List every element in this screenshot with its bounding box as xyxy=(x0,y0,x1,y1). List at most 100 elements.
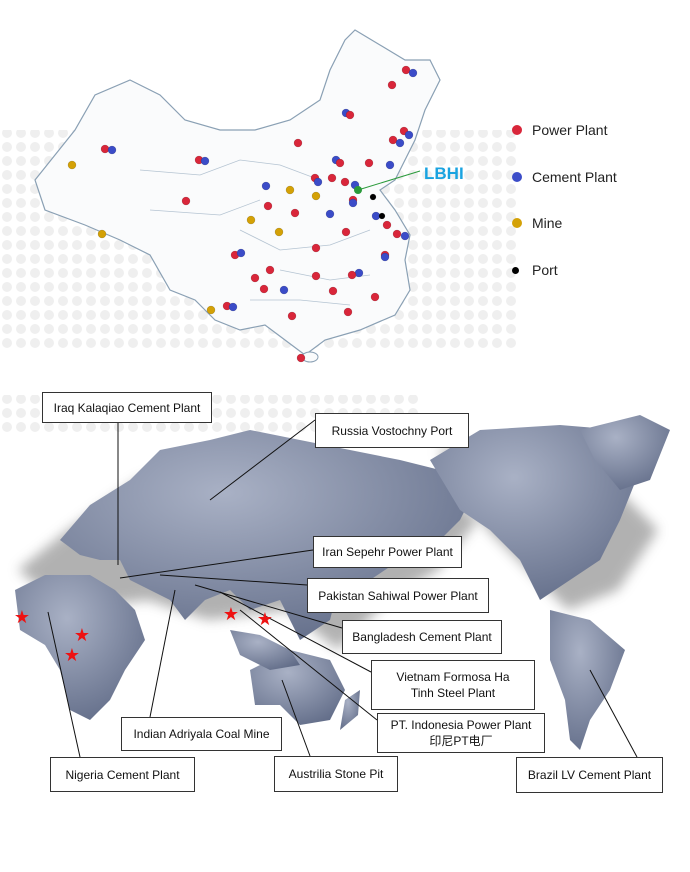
power-plant-marker xyxy=(250,273,260,283)
cement-plant-marker xyxy=(385,160,395,170)
power-plant-marker xyxy=(311,271,321,281)
mine-marker xyxy=(206,305,216,315)
power-plant-marker xyxy=(392,229,402,239)
power-plant-marker xyxy=(341,227,351,237)
cement-plant-marker xyxy=(404,130,414,140)
greenland xyxy=(580,415,670,490)
project-label: Indian Adriyala Coal Mine xyxy=(133,727,270,741)
cement-plant-marker xyxy=(325,209,335,219)
leader-line xyxy=(119,549,314,579)
legend-marker-icon xyxy=(512,172,522,182)
power-plant-marker xyxy=(387,80,397,90)
project-markers: ★★★★ ★ xyxy=(14,604,273,665)
project-label: Russia Vostochny Port xyxy=(331,423,453,438)
power-plant-marker xyxy=(290,208,300,218)
power-plant-marker xyxy=(364,158,374,168)
project-label: Pakistan Sahiwal Power Plant xyxy=(318,588,478,603)
project-sublabel: 印尼PT电厂 xyxy=(429,734,493,748)
leader-line xyxy=(194,584,343,629)
legend-item: Port xyxy=(512,262,558,278)
cement-plant-marker xyxy=(408,68,418,78)
legend-label: Cement Plant xyxy=(532,169,617,185)
cement-plant-marker xyxy=(107,145,117,155)
legend-item: Cement Plant xyxy=(512,169,617,185)
power-plant-marker xyxy=(287,311,297,321)
power-plant-marker xyxy=(401,65,411,75)
mine-marker xyxy=(246,215,256,225)
power-plant-marker xyxy=(327,173,337,183)
power-plant-marker xyxy=(370,292,380,302)
power-plant-marker xyxy=(181,196,191,206)
legend-marker-icon xyxy=(512,125,522,135)
cement-plant-marker xyxy=(228,302,238,312)
leader-line xyxy=(209,419,316,501)
lbhi-marker xyxy=(354,186,362,194)
port-marker xyxy=(369,193,377,201)
leader-line xyxy=(47,611,81,758)
red-star-icon: ★ xyxy=(14,607,30,627)
south-america xyxy=(550,610,625,750)
eurasia xyxy=(60,430,470,640)
cement-plant-marker xyxy=(354,268,364,278)
cement-plant-marker xyxy=(261,181,271,191)
project-label: Nigeria Cement Plant xyxy=(65,767,180,782)
project-label-box: Vietnam Formosa Ha Tinh Steel Plant xyxy=(371,660,535,710)
project-label: Iraq Kalaqiao Cement Plant xyxy=(53,400,201,415)
cement-plant-marker xyxy=(400,231,410,241)
power-plant-marker xyxy=(347,270,357,280)
leader-line xyxy=(239,609,378,721)
legend-item: Power Plant xyxy=(512,122,607,138)
legend-marker-icon xyxy=(512,218,522,228)
power-plant-marker xyxy=(382,220,392,230)
cement-plant-marker xyxy=(200,156,210,166)
cement-plant-marker xyxy=(380,252,390,262)
leader-line xyxy=(219,591,372,673)
se-asia-islands xyxy=(230,630,300,670)
power-plant-marker xyxy=(311,243,321,253)
africa xyxy=(15,575,145,720)
legend-item: Mine xyxy=(512,215,562,231)
power-plant-marker xyxy=(328,286,338,296)
power-plant-marker xyxy=(100,144,110,154)
leader-line xyxy=(149,589,176,718)
mine-marker xyxy=(311,191,321,201)
project-label-box: PT. Indonesia Power Plant 印尼PT电厂 xyxy=(377,713,545,753)
legend-marker-icon xyxy=(512,266,519,274)
project-label-box: Pakistan Sahiwal Power Plant xyxy=(307,578,489,613)
power-plant-marker xyxy=(345,110,355,120)
lbhi-label: LBHI xyxy=(424,164,464,183)
legend-label: Port xyxy=(532,262,558,278)
mine-marker xyxy=(67,160,77,170)
new-zealand xyxy=(340,690,360,730)
china-markers xyxy=(67,65,418,363)
cement-plant-marker xyxy=(395,138,405,148)
china-map xyxy=(34,29,441,356)
power-plant-marker xyxy=(259,284,269,294)
cement-plant-marker xyxy=(279,285,289,295)
project-label: Brazil LV Cement Plant xyxy=(527,768,652,782)
project-label-box: Nigeria Cement Plant xyxy=(50,757,195,792)
power-plant-marker xyxy=(293,138,303,148)
legend-label: Mine xyxy=(532,215,563,231)
mine-marker xyxy=(97,229,107,239)
legend-label: Power Plant xyxy=(532,122,608,138)
project-label-box: Brazil LV Cement Plant xyxy=(516,757,663,793)
power-plant-marker xyxy=(340,177,350,187)
mine-marker xyxy=(274,227,284,237)
leader-lines xyxy=(47,419,638,758)
power-plant-marker xyxy=(343,307,353,317)
north-america xyxy=(430,425,640,600)
project-label-box: Bangladesh Cement Plant xyxy=(342,620,502,654)
leader-line xyxy=(281,679,311,757)
leader-line xyxy=(159,574,308,586)
project-label: Austrilia Stone Pit xyxy=(288,767,384,781)
red-star-icon: ★ xyxy=(223,604,239,624)
project-label: Iran Sepehr Power Plant xyxy=(322,545,453,559)
port-marker xyxy=(378,212,386,220)
power-plant-marker xyxy=(263,201,273,211)
project-label-box: Austrilia Stone Pit xyxy=(274,756,398,792)
cement-plant-marker xyxy=(313,177,323,187)
power-plant-marker xyxy=(265,265,275,275)
project-label-box: Russia Vostochny Port xyxy=(315,413,469,448)
